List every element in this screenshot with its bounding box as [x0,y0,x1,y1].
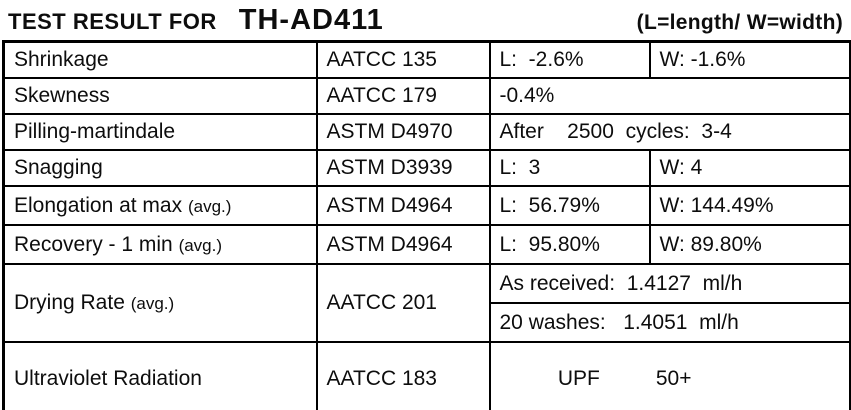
table-row-shrinkage: Shrinkage AATCC 135 L: -2.6% W: -1.6% [2,40,851,79]
standard-cell: ASTM D4964 [315,224,491,265]
table-row-pilling: Pilling-martindale ASTM D4970 After 2500… [2,113,851,151]
test-name-cell: Skewness [2,77,318,115]
value-cell-l: L: 3 [488,149,651,187]
avg-suffix-label: (avg.) [178,235,223,255]
test-name-cell: Pilling-martindale [2,113,318,151]
product-code: TH-AD411 [238,4,384,36]
table-row-drying-rate: Drying Rate (avg.) AATCC 201 As received… [2,263,851,343]
avg-suffix-label: (avg.) [187,196,232,216]
test-name-label: Drying Rate [14,291,125,314]
value-cell-w: W: 144.49% [648,185,851,226]
value-cell-w: W: -1.6% [648,40,851,79]
value-cell: After 2500 cycles: 3-4 [488,113,851,151]
standard-cell: ASTM D3939 [315,149,491,187]
standard-cell: AATCC 183 [315,341,491,410]
test-name-cell: Drying Rate (avg.) [2,263,318,343]
test-name-cell: Snagging [2,149,318,187]
test-name-cell: Elongation at max (avg.) [2,185,318,226]
upf-rating: 50+ [655,367,692,390]
value-cell-as-received: As received: 1.4127 ml/h [488,263,851,304]
value-cell-20-washes: 20 washes: 1.4051 ml/h [488,302,851,343]
test-name-cell: Shrinkage [2,40,318,79]
standard-cell: AATCC 201 [315,263,491,343]
test-name-label: Elongation at max [14,193,183,217]
upf-value-group: UPF 50+ [558,367,692,391]
value-cell-l: L: -2.6% [488,40,651,79]
standard-cell: ASTM D4970 [315,113,491,151]
table-row-ultraviolet: Ultraviolet Radiation AATCC 183 UPF 50+ [2,341,851,410]
standard-cell: AATCC 179 [315,77,491,115]
results-table: Shrinkage AATCC 135 L: -2.6% W: -1.6% Sk… [2,40,851,410]
table-row-elongation: Elongation at max (avg.) ASTM D4964 L: 5… [2,185,851,226]
value-cell-w: W: 89.80% [648,224,851,265]
test-name-cell: Ultraviolet Radiation [2,341,318,410]
title-prefix: TEST RESULT FOR [8,9,217,34]
value-cell-w: W: 4 [648,149,851,187]
page-title: TEST RESULT FOR TH-AD411 [8,4,384,37]
test-name-label: Recovery - 1 min [14,232,173,256]
test-name-cell: Recovery - 1 min (avg.) [2,224,318,265]
upf-label: UPF [557,367,600,390]
value-cell: -0.4% [488,77,851,115]
value-cell-l: L: 56.79% [488,185,651,226]
table-row-drying-rate-washes: 20 washes: 1.4051 ml/h [4,302,851,343]
report-header: TEST RESULT FOR TH-AD411 (L=length/ W=wi… [0,0,851,40]
standard-cell: ASTM D4964 [315,185,491,226]
standard-cell: AATCC 135 [315,40,491,79]
value-cell-l: L: 95.80% [488,224,651,265]
value-cell-upf: UPF 50+ [488,341,851,410]
table-row-skewness: Skewness AATCC 179 -0.4% [2,77,851,115]
length-width-legend: (L=length/ W=width) [636,11,843,34]
avg-suffix-label: (avg.) [130,294,175,313]
table-row-snagging: Snagging ASTM D3939 L: 3 W: 4 [2,149,851,187]
table-row-recovery: Recovery - 1 min (avg.) ASTM D4964 L: 95… [2,224,851,265]
